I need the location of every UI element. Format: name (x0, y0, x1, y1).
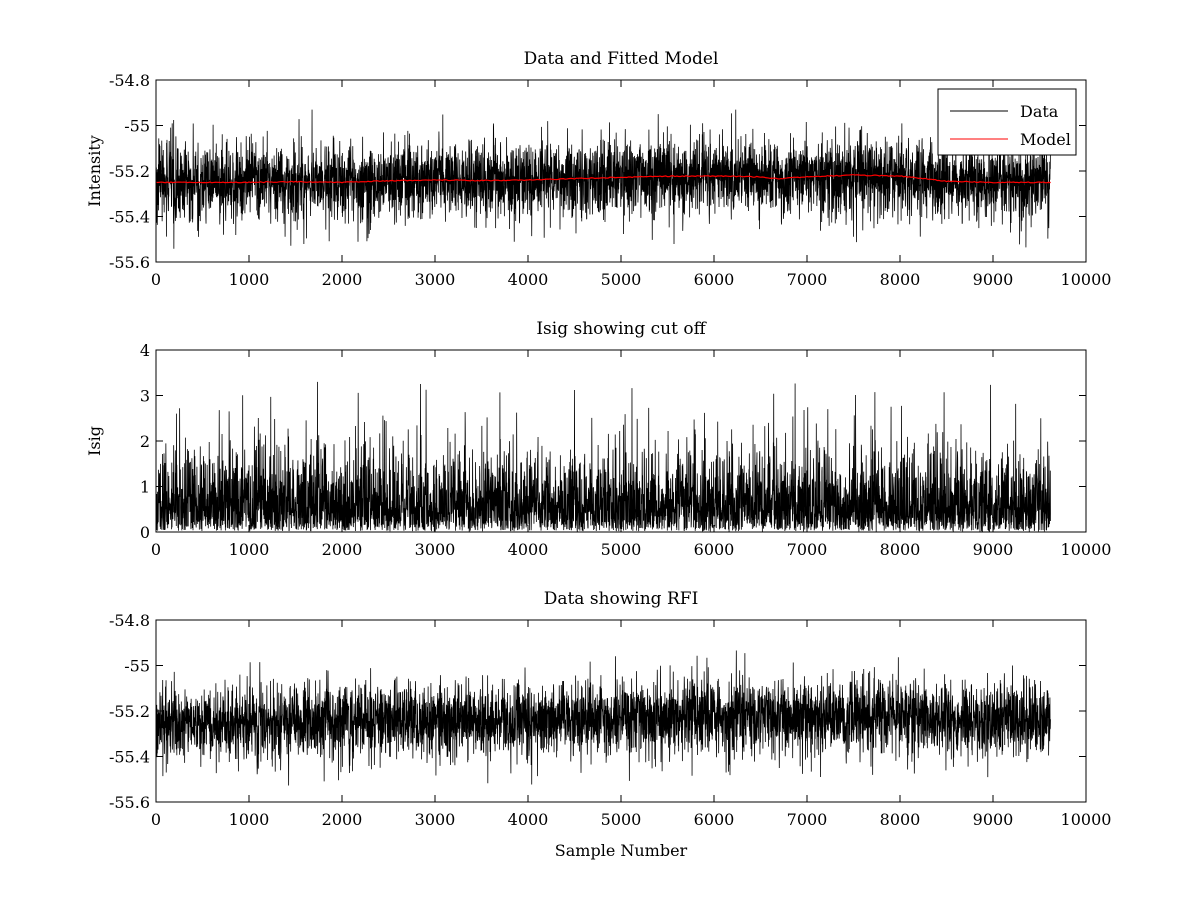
x-tick-label: 6000 (694, 270, 735, 289)
x-tick-label: 3000 (415, 540, 456, 559)
x-tick-label: 0 (151, 270, 161, 289)
series-line-data (155, 650, 1051, 786)
x-tick-label: 0 (151, 810, 161, 829)
chart-title: Isig showing cut off (536, 319, 707, 339)
x-tick-label: 5000 (601, 270, 642, 289)
y-tick-label: -55.4 (109, 208, 150, 227)
x-axis-label: Sample Number (555, 841, 688, 860)
x-tick-label: 7000 (787, 810, 828, 829)
y-tick-label: -55.6 (109, 253, 150, 272)
legend: Data Model (937, 88, 1077, 156)
y-tick-label: -54.8 (109, 71, 150, 90)
y-tick-label: 3 (140, 387, 150, 406)
legend-label-data: Data (1020, 102, 1059, 121)
y-tick-label: -55 (124, 117, 150, 136)
x-tick-label: 1000 (229, 540, 270, 559)
x-tick-label: 2000 (322, 540, 363, 559)
y-tick-label: 2 (140, 432, 150, 451)
x-tick-label: 5000 (601, 540, 642, 559)
y-tick-label: 4 (140, 341, 150, 360)
series-line-isig (155, 381, 1051, 532)
series-line-data (155, 109, 1051, 249)
x-tick-label: 7000 (787, 270, 828, 289)
x-tick-label: 6000 (694, 540, 735, 559)
y-axis-label: Isig (85, 426, 104, 456)
x-tick-label: 5000 (601, 810, 642, 829)
y-tick-label: -55.2 (109, 162, 150, 181)
x-tick-label: 9000 (973, 540, 1014, 559)
x-tick-label: 7000 (787, 540, 828, 559)
x-tick-label: 8000 (880, 540, 921, 559)
y-tick-label: -55 (124, 657, 150, 676)
y-tick-label: -55.6 (109, 793, 150, 812)
legend-box (937, 88, 1077, 156)
y-tick-label: -55.4 (109, 748, 150, 767)
x-tick-label: 10000 (1061, 540, 1112, 559)
y-axis-label: Intensity (85, 135, 104, 207)
x-tick-label: 0 (151, 540, 161, 559)
x-tick-label: 10000 (1061, 810, 1112, 829)
y-tick-label: 1 (140, 478, 150, 497)
y-tick-label: -54.8 (109, 611, 150, 630)
chart-title: Data and Fitted Model (524, 49, 719, 69)
x-tick-label: 10000 (1061, 270, 1112, 289)
x-tick-label: 8000 (880, 810, 921, 829)
y-tick-label: -55.2 (109, 702, 150, 721)
chart-panel-3: 0 1000 2000 3000 4000 5000 6000 7000 8000 9000 100… (109, 589, 1111, 860)
series-line-model (155, 174, 1051, 184)
x-tick-label: 2000 (322, 810, 363, 829)
x-tick-label: 9000 (973, 270, 1014, 289)
x-tick-label: 3000 (415, 270, 456, 289)
chart-panel-2: 0 1000 2000 3000 4000 5000 6000 7000 8000 9000 100… (85, 319, 1111, 559)
legend-label-model: Model (1020, 130, 1071, 149)
x-tick-label: 1000 (229, 270, 270, 289)
x-tick-label: 2000 (322, 270, 363, 289)
chart-title: Data showing RFI (544, 589, 699, 609)
x-tick-label: 3000 (415, 810, 456, 829)
x-tick-label: 4000 (508, 810, 549, 829)
x-tick-label: 4000 (508, 540, 549, 559)
x-tick-label: 1000 (229, 810, 270, 829)
x-tick-label: 4000 (508, 270, 549, 289)
chart-panel-1: 0 1000 2000 3000 4000 5000 6000 7000 8000 9000 100… (85, 49, 1111, 289)
x-tick-label: 6000 (694, 810, 735, 829)
x-tick-label: 9000 (973, 810, 1014, 829)
x-tick-label: 8000 (880, 270, 921, 289)
y-tick-label: 0 (140, 523, 150, 542)
